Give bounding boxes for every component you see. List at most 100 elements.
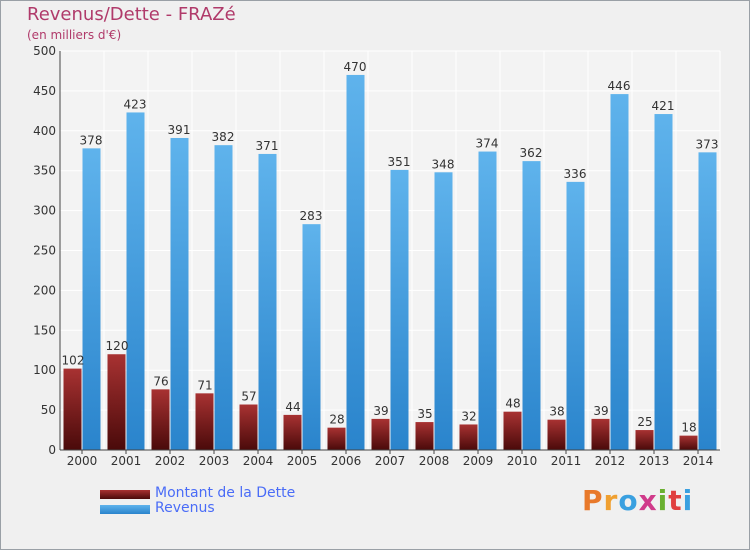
- data-label-revenus-2002: 391: [168, 123, 191, 137]
- bar-revenus-2004: [258, 153, 277, 450]
- bar-revenus-2009: [478, 151, 497, 450]
- data-label-dette-2006: 28: [329, 413, 344, 427]
- bar-revenus-2003: [214, 145, 233, 450]
- bar-revenus-2010: [522, 161, 541, 450]
- data-label-dette-2011: 38: [549, 405, 564, 419]
- bar-dette-2001: [107, 354, 126, 450]
- x-tick-label: 2004: [243, 454, 274, 468]
- x-tick-label: 2007: [375, 454, 406, 468]
- chart-title: Revenus/Dette - FRAZé: [27, 4, 236, 25]
- bar-dette-2003: [195, 393, 214, 450]
- bar-revenus-2007: [390, 169, 409, 451]
- x-tick-label: 2009: [463, 454, 494, 468]
- data-label-revenus-2009: 374: [476, 137, 499, 151]
- bar-dette-2011: [547, 419, 566, 450]
- label-layer: 102 378 120 423 76 391 71 382 57 371 44 283 28 470 39 3…: [62, 60, 719, 435]
- data-label-revenus-2011: 336: [564, 167, 587, 181]
- x-tick-label: 2008: [419, 454, 450, 468]
- bar-revenus-2006: [346, 74, 365, 450]
- data-label-dette-2010: 48: [505, 397, 520, 411]
- bar-revenus-2011: [566, 181, 585, 450]
- chart-subtitle: (en milliers d'€): [27, 28, 122, 42]
- data-label-dette-2002: 76: [153, 374, 168, 388]
- data-label-dette-2005: 44: [285, 400, 300, 414]
- data-label-dette-2012: 39: [593, 404, 608, 418]
- data-label-dette-2004: 57: [241, 390, 256, 404]
- legend-swatch-revenus: [100, 505, 150, 514]
- brand-logo: Proxiti: [582, 484, 693, 517]
- bar-dette-2008: [415, 422, 434, 450]
- y-tick-label: 450: [33, 84, 56, 98]
- bar-revenus-2005: [302, 224, 321, 450]
- x-tick-label: 2012: [595, 454, 626, 468]
- bar-dette-2002: [151, 389, 170, 450]
- bar-revenus-2014: [698, 152, 717, 450]
- data-label-revenus-2000: 378: [80, 133, 103, 147]
- data-label-dette-2000: 102: [62, 354, 85, 368]
- bar-dette-2004: [239, 404, 258, 450]
- x-tick-label: 2002: [155, 454, 186, 468]
- x-tick-label: 2001: [111, 454, 142, 468]
- bar-dette-2006: [327, 427, 346, 450]
- y-tick-label: 200: [33, 283, 56, 297]
- data-label-revenus-2014: 373: [696, 137, 719, 151]
- x-tick-label: 2000: [67, 454, 98, 468]
- data-label-revenus-2006: 470: [344, 60, 367, 74]
- bar-dette-2005: [283, 414, 302, 450]
- bar-revenus-2001: [126, 112, 145, 451]
- data-label-dette-2003: 71: [197, 378, 212, 392]
- bar-dette-2000: [63, 368, 82, 450]
- bar-revenus-2002: [170, 137, 189, 450]
- data-label-dette-2001: 120: [106, 339, 129, 353]
- y-tick-label: 350: [33, 164, 56, 178]
- legend-label-dette: Montant de la Dette: [155, 485, 296, 501]
- bar-dette-2014: [679, 435, 698, 450]
- bar-dette-2013: [635, 430, 654, 450]
- x-tick-label: 2003: [199, 454, 230, 468]
- data-label-revenus-2004: 371: [256, 139, 279, 153]
- y-tick-label: 250: [33, 244, 56, 258]
- data-label-dette-2008: 35: [417, 407, 432, 421]
- y-tick-label: 300: [33, 204, 56, 218]
- brand-letter: x: [638, 484, 658, 517]
- data-label-revenus-2010: 362: [520, 146, 543, 160]
- y-tick-label: 50: [41, 403, 56, 417]
- data-label-revenus-2005: 283: [300, 209, 323, 223]
- data-label-revenus-2008: 348: [432, 157, 455, 171]
- y-tick-label: 150: [33, 323, 56, 337]
- brand-letter: i: [657, 484, 669, 517]
- brand-letter: t: [668, 484, 683, 517]
- brand-letter: r: [603, 484, 619, 517]
- axis-layer: 0 50 100 150 200 250 300 350 400 450 500 2000 2001 20…: [33, 44, 720, 468]
- brand-letter: P: [582, 484, 604, 517]
- y-tick-label: 0: [48, 443, 56, 457]
- brand-letter: o: [618, 484, 639, 517]
- data-label-revenus-2007: 351: [388, 155, 411, 169]
- x-tick-label: 2010: [507, 454, 538, 468]
- x-tick-label: 2013: [639, 454, 670, 468]
- x-tick-label: 2006: [331, 454, 362, 468]
- bar-revenus-2012: [610, 94, 629, 450]
- y-tick-label: 400: [33, 124, 56, 138]
- grid-layer: [59, 50, 721, 451]
- y-tick-label: 100: [33, 363, 56, 377]
- bar-revenus-2000: [82, 148, 101, 450]
- data-label-revenus-2013: 421: [652, 99, 675, 113]
- legend-label-revenus: Revenus: [155, 500, 215, 516]
- data-label-dette-2009: 32: [461, 409, 476, 423]
- bar-dette-2007: [371, 418, 390, 450]
- bar-revenus-2008: [434, 172, 453, 450]
- bar-dette-2010: [503, 411, 522, 450]
- brand-letter: i: [682, 484, 694, 517]
- bar-revenus-2013: [654, 114, 673, 451]
- data-label-revenus-2003: 382: [212, 130, 235, 144]
- x-tick-label: 2014: [683, 454, 714, 468]
- data-label-dette-2007: 39: [373, 404, 388, 418]
- legend-swatch-dette: [100, 490, 150, 499]
- y-tick-label: 500: [33, 44, 56, 58]
- x-tick-label: 2011: [551, 454, 582, 468]
- data-label-dette-2013: 25: [637, 415, 652, 429]
- data-label-revenus-2001: 423: [124, 97, 147, 111]
- bar-layer: [63, 74, 717, 451]
